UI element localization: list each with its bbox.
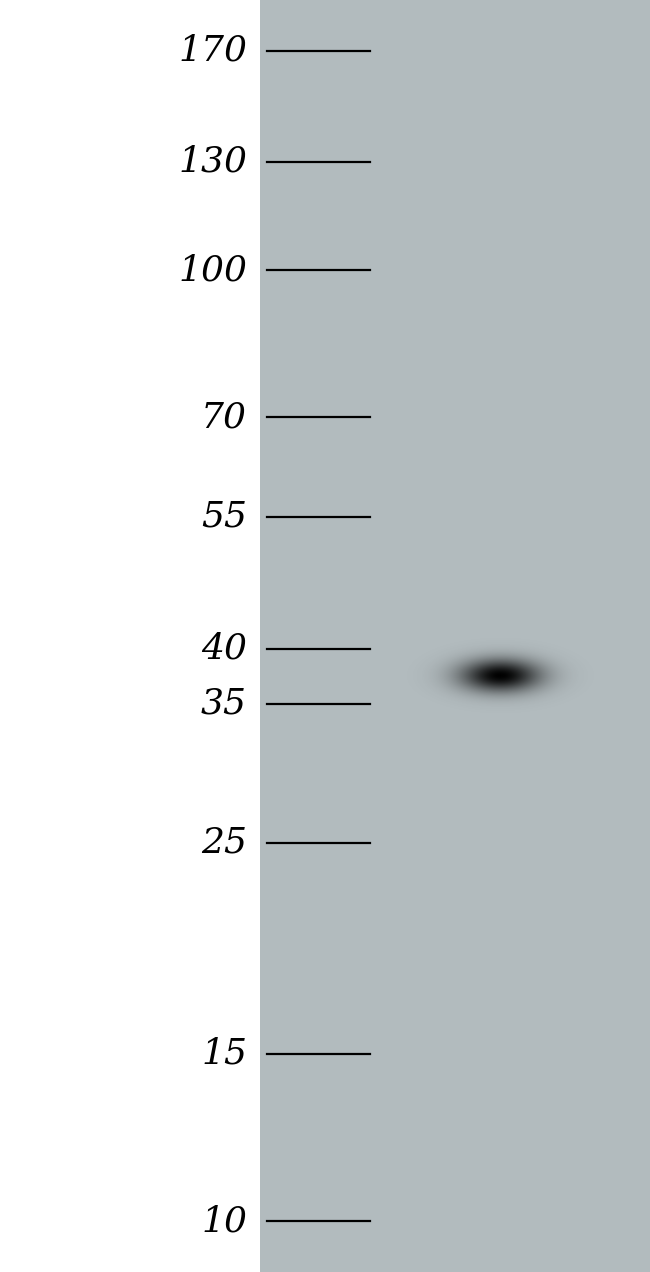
Text: 100: 100 [178,253,247,287]
Text: 70: 70 [201,401,247,434]
Text: 15: 15 [201,1037,247,1071]
Text: 55: 55 [201,500,247,534]
Text: 35: 35 [201,687,247,721]
Bar [260,0,650,1272]
Text: 40: 40 [201,631,247,665]
Text: 170: 170 [178,34,247,67]
Text: 130: 130 [178,145,247,178]
Text: 10: 10 [201,1205,247,1238]
Text: 25: 25 [201,826,247,860]
